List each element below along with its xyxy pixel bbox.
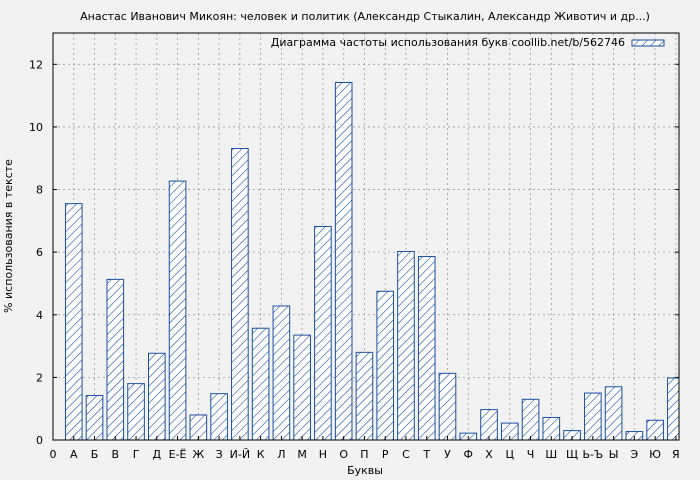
y-tick-label: 6 — [36, 246, 43, 259]
x-tick-label-Х: Х — [485, 448, 493, 461]
bar-Я — [667, 377, 680, 441]
x-tick-label-Ж: Ж — [192, 448, 204, 461]
x-tick-label-Ю: Ю — [649, 448, 661, 461]
x-tick-label-Г: Г — [133, 448, 140, 461]
x-origin-label: 0 — [50, 448, 57, 461]
bar-К — [251, 327, 270, 441]
bar-М — [293, 334, 311, 441]
x-tick-label-П: П — [360, 448, 368, 461]
y-tick-label: 8 — [36, 184, 43, 197]
legend-label: Диаграмма частоты использования букв coo… — [271, 36, 625, 49]
x-tick-label-Я: Я — [672, 448, 680, 461]
x-tick-label-Ц: Ц — [506, 448, 515, 461]
x-tick-label-Д: Д — [153, 448, 162, 461]
bar-Д — [148, 352, 166, 441]
x-tick-label-В: В — [112, 448, 120, 461]
bar-Л — [272, 305, 291, 441]
x-tick-label-Т: Т — [422, 448, 430, 461]
bar-И-Й — [231, 148, 249, 441]
y-tick-label: 2 — [36, 371, 43, 384]
x-tick-label-Ш: Ш — [545, 448, 557, 461]
y-tick-label: 4 — [36, 309, 43, 322]
y-tick-label: 12 — [29, 58, 43, 71]
bar-Б — [85, 395, 104, 441]
bar-Ь-Ъ — [584, 392, 602, 441]
bar-П — [355, 351, 374, 441]
x-tick-label-У: У — [444, 448, 451, 461]
legend-swatch — [631, 39, 665, 47]
bar-Х — [480, 409, 498, 441]
bar-Т — [417, 256, 436, 441]
x-tick-label-Н: Н — [319, 448, 327, 461]
x-tick-label-З: З — [216, 448, 223, 461]
bar-Р — [376, 290, 395, 441]
bar-О — [334, 81, 353, 441]
x-tick-label-С: С — [402, 448, 410, 461]
x-tick-label-О: О — [339, 448, 348, 461]
plot-frame — [52, 32, 680, 441]
bar-В — [106, 278, 125, 441]
x-tick-label-Л: Л — [277, 448, 285, 461]
bar-Е-Ё — [168, 180, 187, 441]
y-tick-label: 0 — [36, 434, 43, 447]
bar-З — [210, 393, 228, 441]
x-tick-label-Б: Б — [91, 448, 99, 461]
chart-title: Анастас Иванович Микоян: человек и полит… — [80, 10, 650, 23]
x-tick-label-Е-Ё: Е-Ё — [169, 448, 187, 461]
y-axis-title: % использования в тексте — [2, 159, 15, 313]
bar-А — [64, 203, 83, 441]
x-tick-label-Ф: Ф — [464, 448, 473, 461]
x-axis-title: Буквы — [347, 464, 383, 477]
x-tick-label-К: К — [257, 448, 265, 461]
bar-Ы — [604, 386, 623, 441]
bar-Г — [127, 383, 145, 441]
x-tick-label-Щ: Щ — [566, 448, 578, 461]
x-tick-label-М: М — [297, 448, 307, 461]
legend: Диаграмма частоты использования букв coo… — [271, 36, 665, 49]
y-tick-label: 10 — [29, 121, 43, 134]
bar-Ч — [521, 398, 540, 441]
bar-С — [397, 251, 415, 441]
x-tick-label-Ь-Ъ: Ь-Ъ — [582, 448, 603, 461]
x-tick-label-Ч: Ч — [527, 448, 535, 461]
bar-У — [438, 372, 457, 441]
bar-Н — [314, 225, 332, 441]
x-tick-label-Ы: Ы — [609, 448, 619, 461]
x-tick-label-И-Й: И-Й — [230, 448, 250, 461]
x-tick-label-Э: Э — [631, 448, 639, 461]
x-tick-label-Р: Р — [382, 448, 389, 461]
x-tick-label-А: А — [70, 448, 78, 461]
